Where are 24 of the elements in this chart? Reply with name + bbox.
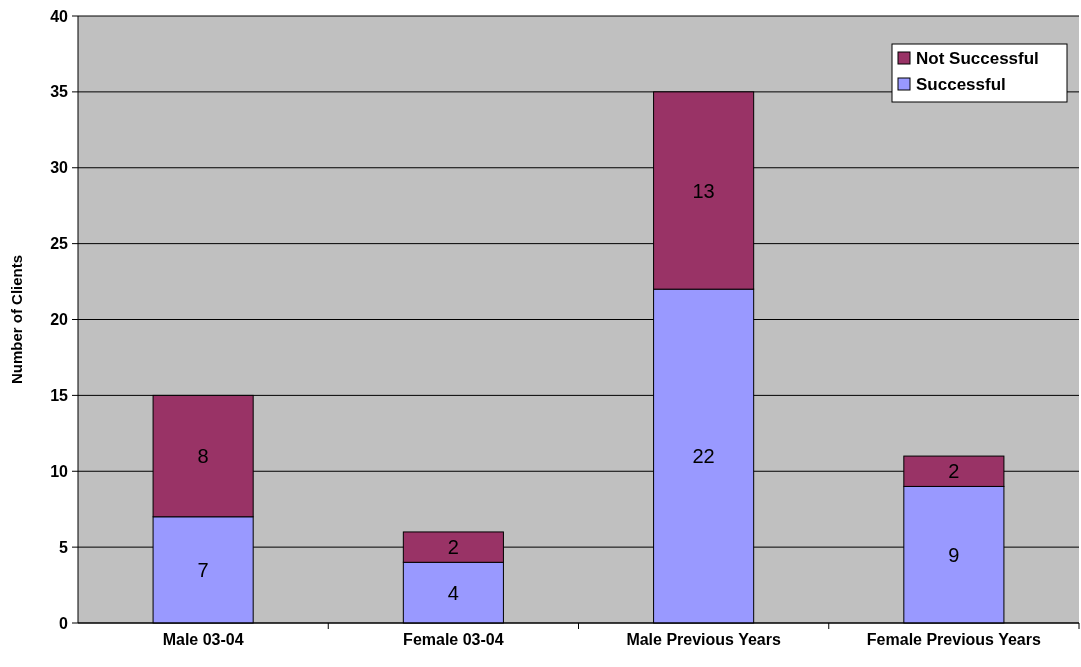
data-label: 2 xyxy=(447,536,459,559)
x-tick-label: Female 03-04 xyxy=(403,631,504,648)
legend-label: Successful xyxy=(916,74,1006,94)
data-label: 2 xyxy=(948,460,960,483)
x-tick-label: Male 03-04 xyxy=(162,631,244,648)
y-axis-title: Number of Clients xyxy=(8,254,25,385)
y-tick-label: 35 xyxy=(50,83,69,101)
data-label: 22 xyxy=(692,445,715,468)
y-tick-label: 10 xyxy=(50,462,69,480)
data-label: 9 xyxy=(948,543,960,566)
data-label: 8 xyxy=(197,445,209,468)
y-tick-label: 25 xyxy=(50,235,69,253)
y-tick-label: 5 xyxy=(59,538,69,556)
data-label: 7 xyxy=(197,558,209,581)
y-tick-label: 40 xyxy=(50,7,69,25)
y-tick-label: 15 xyxy=(50,386,69,404)
x-tick-label: Male Previous Years xyxy=(626,631,781,648)
y-tick-label: 30 xyxy=(50,159,69,177)
data-label: 4 xyxy=(447,581,459,604)
x-tick-label: Female Previous Years xyxy=(866,631,1041,648)
data-label: 13 xyxy=(692,179,715,202)
y-tick-label: 20 xyxy=(50,311,69,328)
legend-label: Not Successful xyxy=(916,48,1039,68)
y-tick-label: 0 xyxy=(59,614,69,632)
